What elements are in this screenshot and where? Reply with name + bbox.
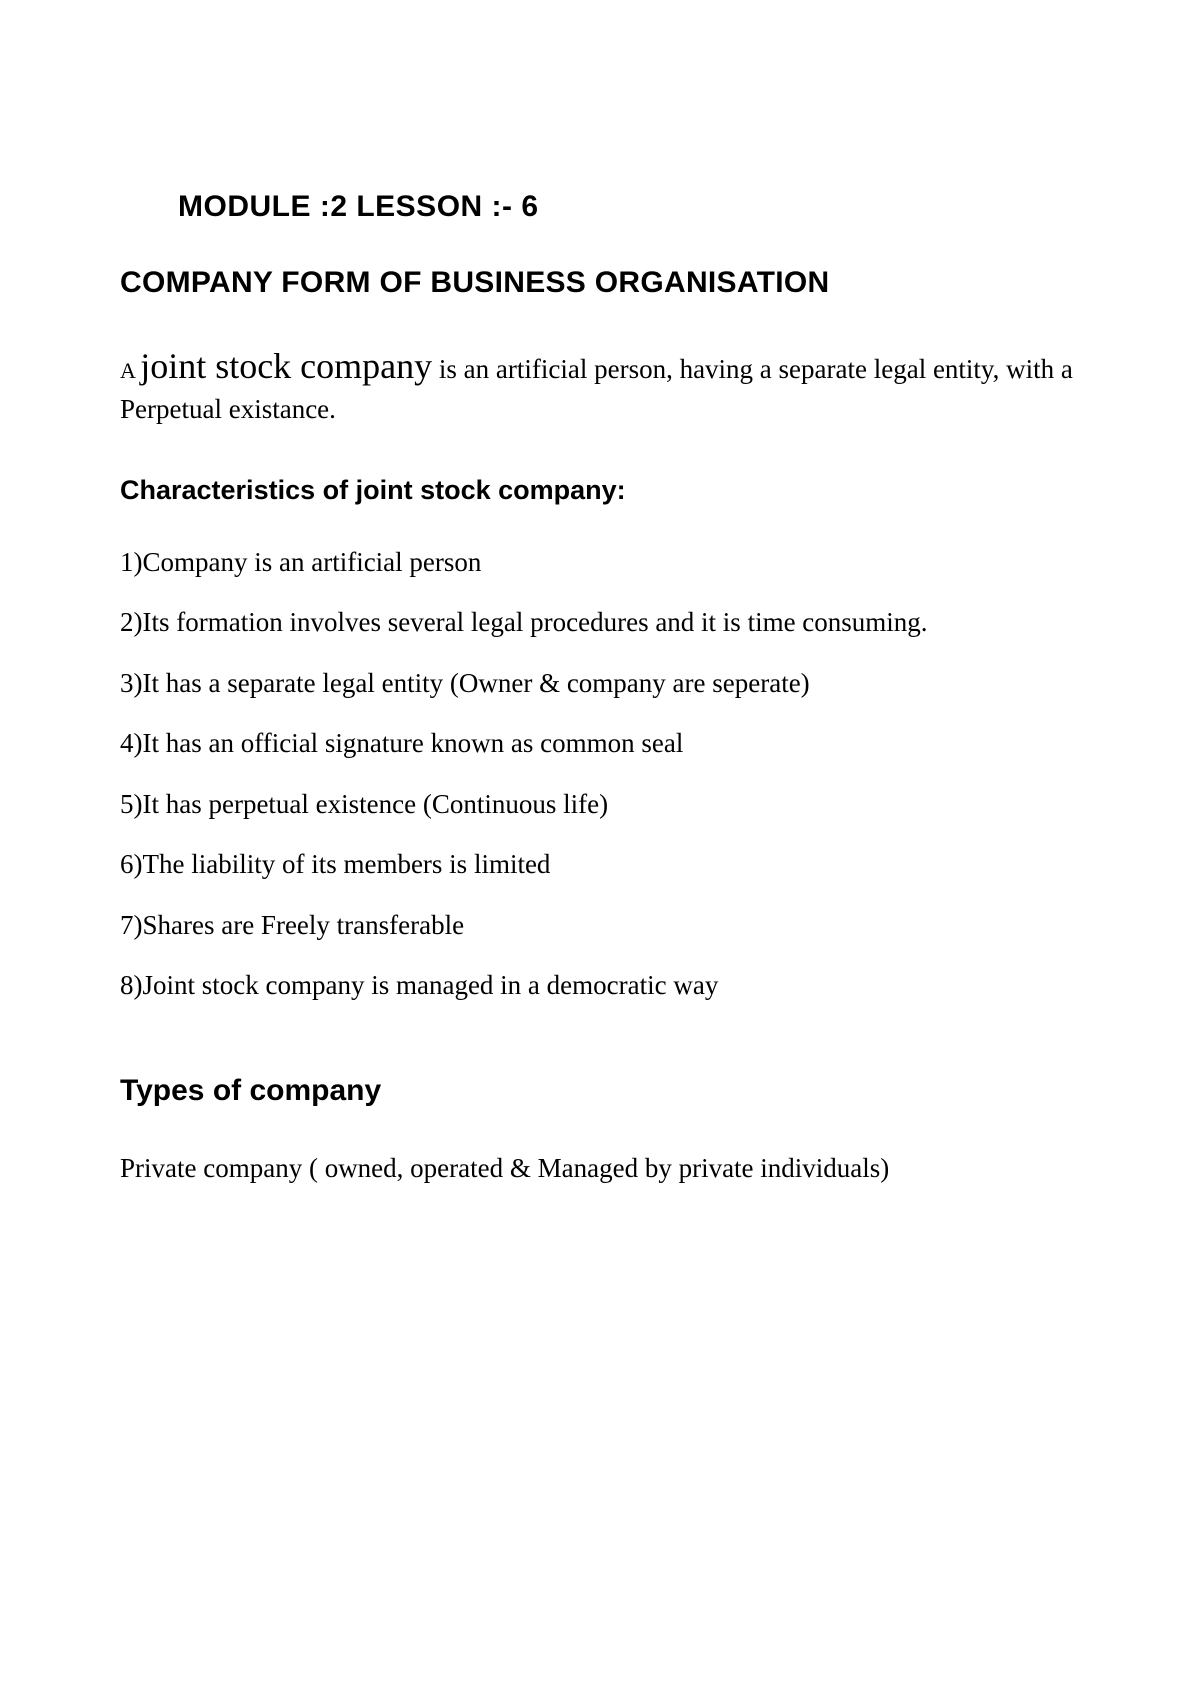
list-item: 7)Shares are Freely transferable — [120, 907, 1080, 943]
intro-paragraph: A joint stock company is an artificial p… — [120, 342, 1080, 427]
list-item: 6)The liability of its members is limite… — [120, 846, 1080, 882]
main-heading: COMPANY FORM OF BUSINESS ORGANISATION — [120, 266, 1080, 300]
types-text: Private company ( owned, operated & Mana… — [120, 1150, 1080, 1186]
list-item: 5)It has perpetual existence (Continuous… — [120, 786, 1080, 822]
intro-emphasis: joint stock company — [140, 346, 432, 386]
list-item: 3)It has a separate legal entity (Owner … — [120, 665, 1080, 701]
list-item: 4)It has an official signature known as … — [120, 725, 1080, 761]
module-title: MODULE :2 LESSON :- 6 — [178, 190, 1080, 224]
list-item: 1)Company is an artificial person — [120, 544, 1080, 580]
intro-prefix: A — [120, 358, 140, 383]
characteristics-heading: Characteristics of joint stock company: — [120, 475, 1080, 506]
list-item: 8)Joint stock company is managed in a de… — [120, 967, 1080, 1003]
types-heading: Types of company — [120, 1074, 1080, 1108]
list-item: 2)Its formation involves several legal p… — [120, 604, 1080, 640]
